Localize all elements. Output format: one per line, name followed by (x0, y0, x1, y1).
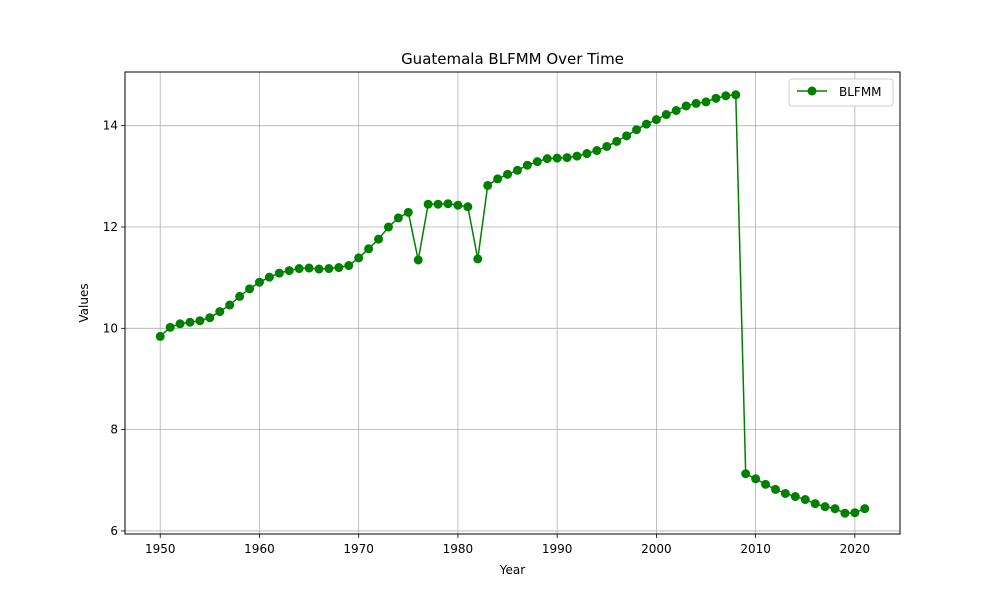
data-point (572, 151, 582, 161)
data-point (512, 165, 522, 175)
data-point (443, 199, 453, 209)
legend-marker-swatch (807, 86, 817, 96)
data-point (314, 264, 324, 274)
data-point (612, 136, 622, 146)
data-point (413, 255, 423, 265)
y-axis-ticks: 6 8 10 12 14 (103, 119, 125, 538)
data-point (284, 266, 294, 276)
x-tick-label: 2020 (840, 542, 871, 556)
data-point (165, 322, 175, 332)
data-point (850, 508, 860, 518)
x-tick-label: 1980 (443, 542, 474, 556)
data-point (364, 244, 374, 254)
data-point (632, 125, 642, 135)
data-point (245, 284, 255, 294)
data-point (800, 495, 810, 505)
data-point (205, 313, 215, 323)
data-point (641, 119, 651, 129)
x-tick-label: 1960 (244, 542, 275, 556)
data-point (423, 199, 433, 209)
data-point (820, 502, 830, 512)
data-point (503, 169, 513, 179)
data-point (463, 202, 473, 212)
y-axis-label: Values (77, 283, 91, 322)
data-point (532, 157, 542, 167)
data-point (254, 277, 264, 287)
data-point (175, 319, 185, 329)
data-point (681, 101, 691, 111)
data-point (701, 97, 711, 107)
legend-box (788, 78, 894, 107)
data-point (721, 91, 731, 101)
data-point (592, 146, 602, 156)
data-point (195, 316, 205, 326)
data-point (860, 504, 870, 514)
data-point (691, 98, 701, 108)
y-tick-label: 8 (110, 423, 118, 437)
y-tick-label: 14 (103, 119, 118, 133)
data-point (185, 317, 195, 327)
data-point (522, 160, 532, 170)
data-point (542, 154, 552, 164)
data-point (651, 115, 661, 125)
data-point (433, 199, 443, 209)
legend-label: BLFMM (839, 85, 882, 99)
data-point (274, 268, 284, 278)
data-point (770, 484, 780, 494)
data-point (473, 254, 483, 264)
y-tick-label: 12 (103, 220, 118, 234)
x-tick-label: 2010 (740, 542, 771, 556)
data-point (711, 93, 721, 103)
data-point (761, 479, 771, 489)
data-point (483, 180, 493, 190)
legend: BLFMM (788, 78, 894, 107)
data-point (264, 272, 274, 282)
data-point (751, 474, 761, 484)
data-point (334, 263, 344, 273)
data-point (780, 488, 790, 498)
data-point (225, 300, 235, 310)
data-point (393, 213, 403, 223)
y-tick-label: 6 (110, 524, 118, 538)
data-point (383, 222, 393, 232)
x-tick-label: 1970 (343, 542, 374, 556)
data-point (493, 174, 503, 184)
data-point (215, 307, 225, 317)
data-point (830, 504, 840, 514)
data-point (602, 141, 612, 151)
chart-title: Guatemala BLFMM Over Time (401, 50, 624, 68)
x-axis-label: Year (499, 563, 525, 577)
data-point (294, 264, 304, 274)
data-point (622, 131, 632, 141)
x-tick-label: 1950 (145, 542, 176, 556)
data-point (354, 253, 364, 263)
data-point (741, 469, 751, 479)
data-point (235, 291, 245, 301)
data-point (840, 508, 850, 518)
x-axis-ticks: 1950 1960 1970 1980 1990 2000 2010 2020 (145, 534, 870, 556)
x-tick-label: 2000 (641, 542, 672, 556)
data-point (810, 499, 820, 509)
plot-frame (124, 71, 901, 535)
data-point (155, 331, 165, 341)
data-point (562, 153, 572, 163)
y-tick-label: 10 (103, 321, 118, 335)
data-point (374, 234, 384, 244)
series-layer (155, 90, 870, 518)
data-point (790, 492, 800, 502)
data-point (552, 153, 562, 163)
data-point (344, 261, 354, 271)
data-point (582, 149, 592, 159)
data-point (731, 90, 741, 100)
data-point (453, 200, 463, 210)
x-tick-label: 1990 (542, 542, 573, 556)
data-point (661, 110, 671, 120)
data-point (403, 207, 413, 217)
data-point (671, 106, 681, 115)
data-point (304, 263, 314, 273)
grid-lines (125, 72, 900, 534)
data-point (324, 264, 334, 274)
